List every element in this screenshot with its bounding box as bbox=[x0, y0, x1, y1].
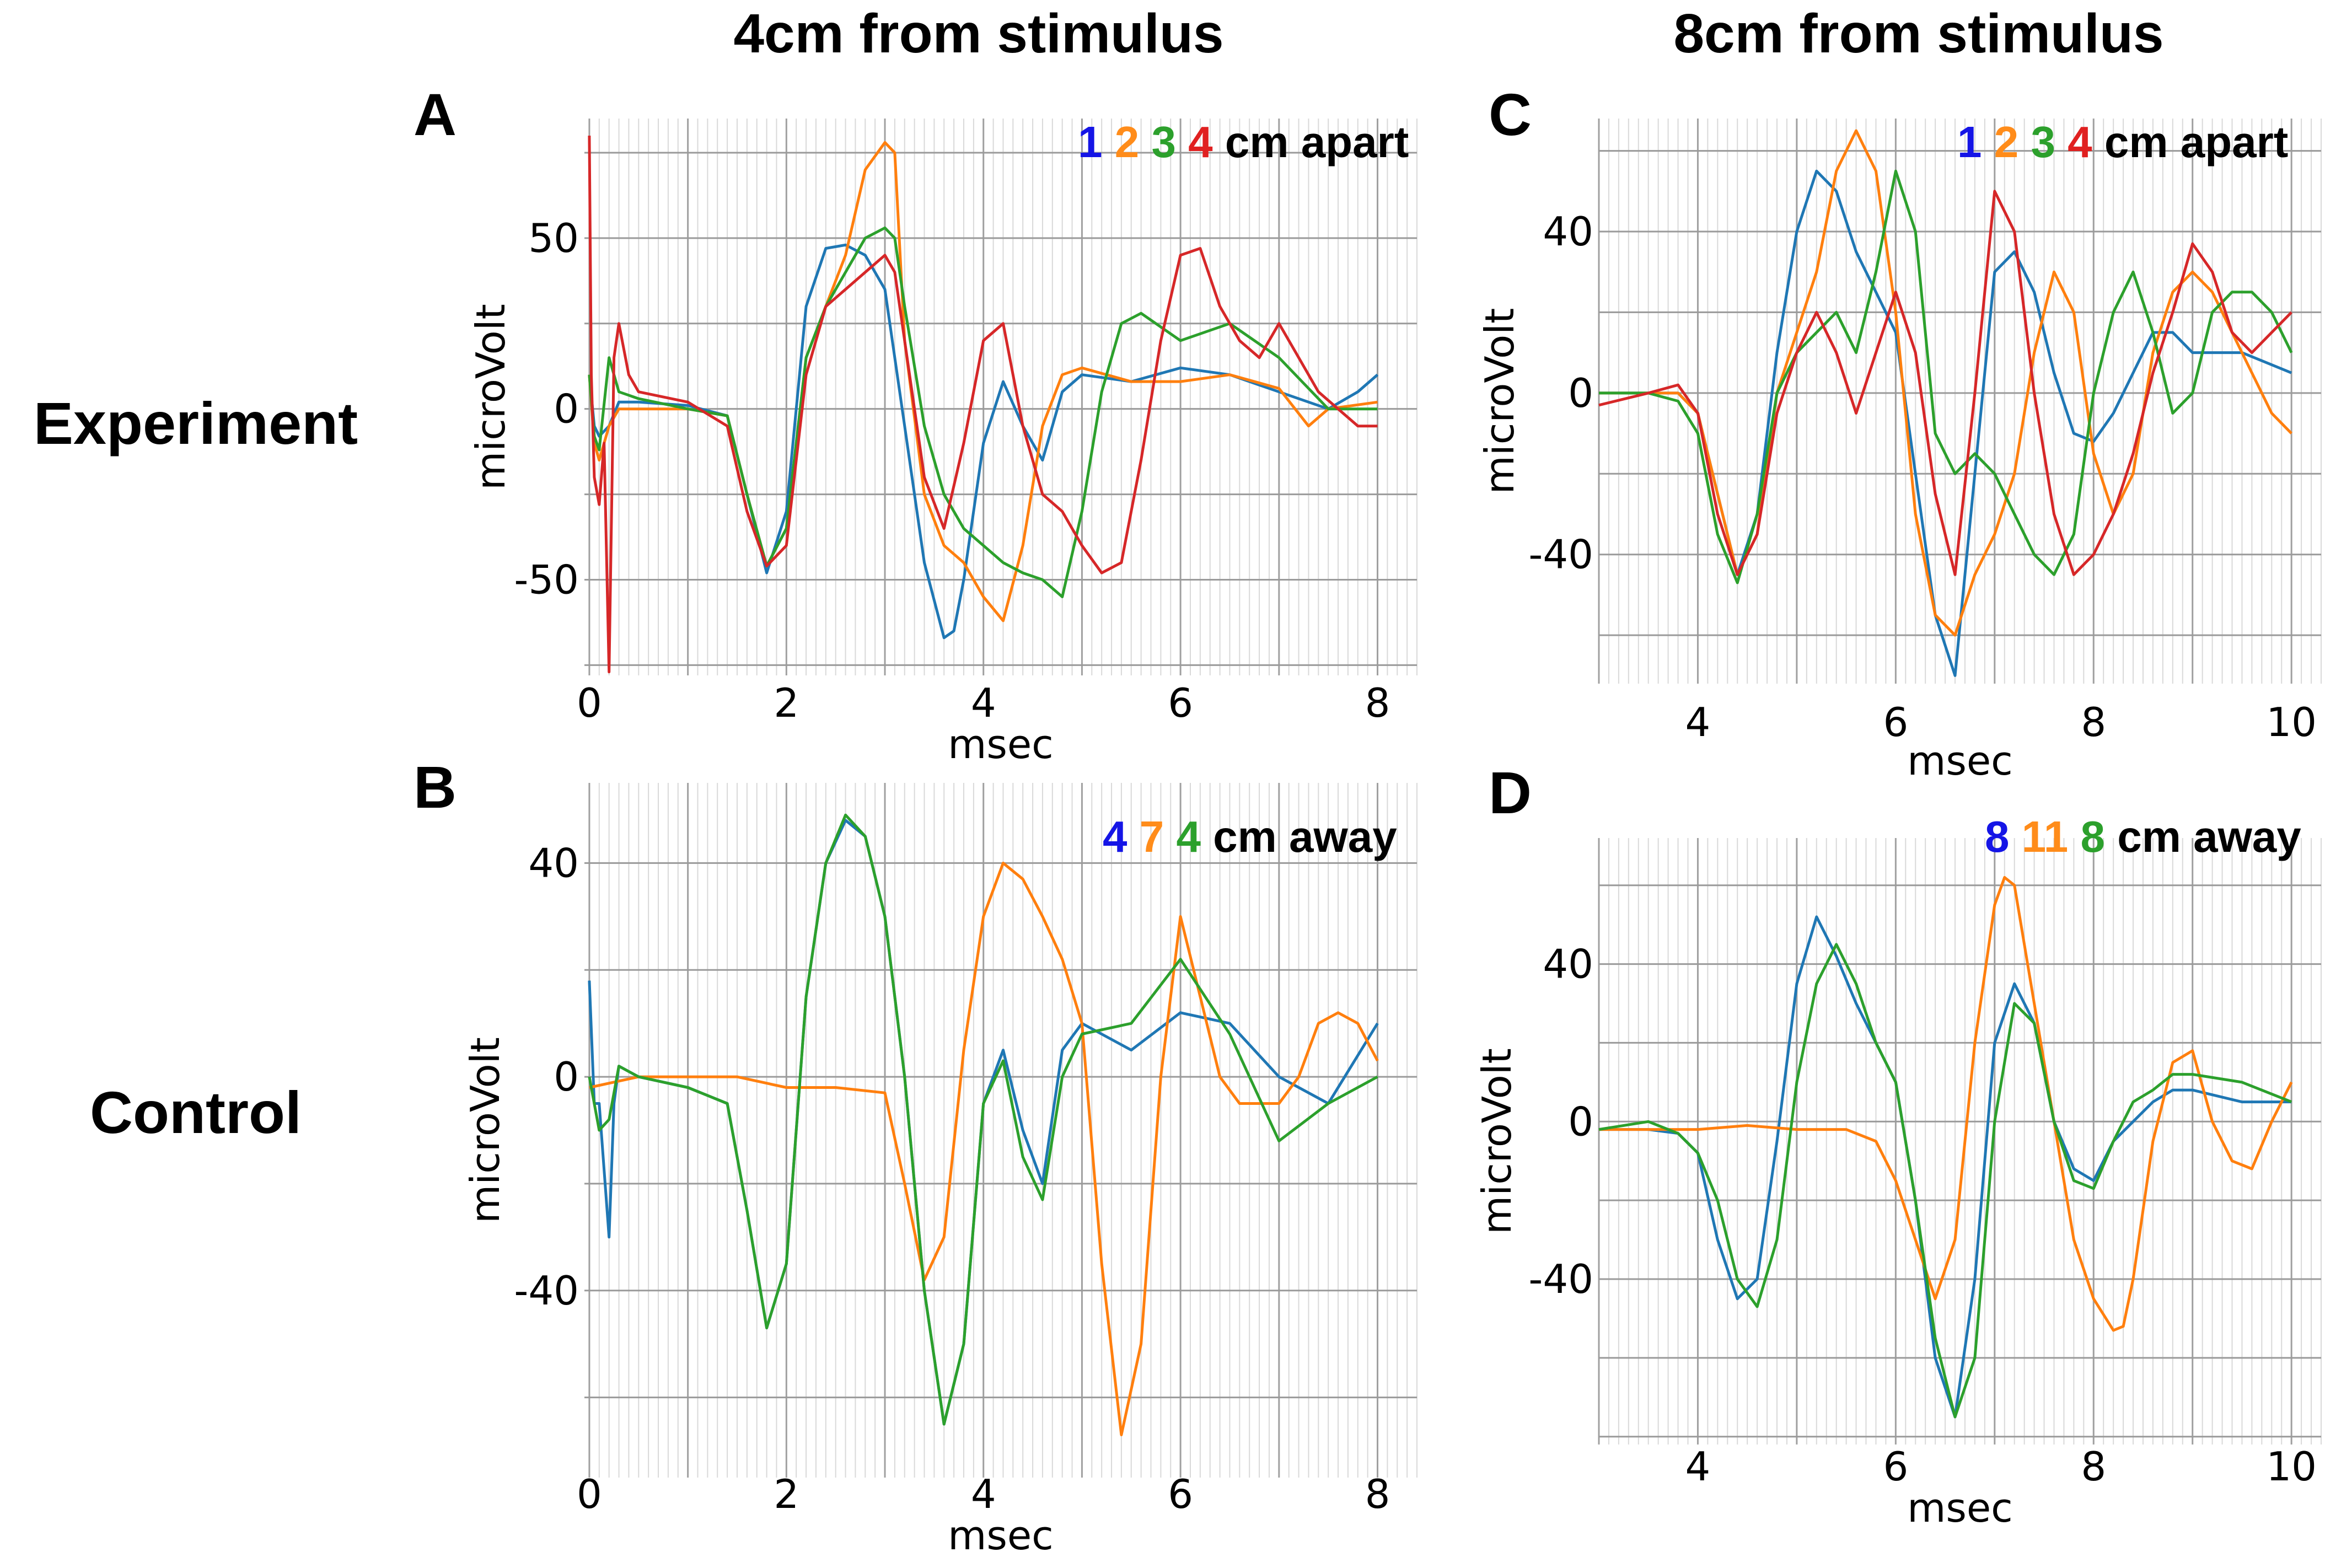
legend-number: 2 bbox=[1115, 117, 1152, 167]
panel-c: 4 6 8 10 -40 0 40 msec microVolt 1 2 3 4 cm apart bbox=[1476, 117, 2322, 784]
x-tick-label: 6 bbox=[1883, 1443, 1908, 1490]
y-tick-label: 50 bbox=[528, 215, 579, 261]
x-axis-label: msec bbox=[1907, 1485, 2013, 1531]
x-tick-label: 8 bbox=[1365, 1471, 1390, 1517]
x-tick-label: 6 bbox=[1168, 1471, 1193, 1517]
panel-letter-b: B bbox=[414, 754, 457, 820]
x-tick-label: 4 bbox=[971, 1471, 996, 1517]
series-line-green bbox=[1599, 169, 2293, 584]
y-tick-label: -50 bbox=[514, 557, 579, 603]
x-tick-label: 6 bbox=[1168, 680, 1193, 726]
y-tick-label: -40 bbox=[1528, 531, 1593, 578]
legend-number: 8 bbox=[2081, 812, 2118, 861]
series-line-blue bbox=[1599, 915, 2292, 1419]
y-axis-label: microVolt bbox=[1474, 1048, 1520, 1234]
y-tick-label: 40 bbox=[1543, 941, 1593, 987]
legend-number: 4 bbox=[2068, 117, 2104, 167]
legend-suffix: cm away bbox=[1213, 812, 1397, 861]
panel-b: 0 2 4 6 8 -40 0 40 msec microVolt 4 7 4 cm away bbox=[462, 783, 1417, 1559]
x-axis-label: msec bbox=[1907, 738, 2013, 784]
x-tick-label: 10 bbox=[2266, 699, 2317, 745]
series-line-orange bbox=[1599, 876, 2293, 1332]
legend-number: 4 bbox=[1103, 812, 1140, 861]
legend-number: 4 bbox=[1188, 117, 1225, 167]
x-tick-label: 8 bbox=[2081, 1443, 2106, 1490]
x-tick-label: 0 bbox=[577, 1471, 602, 1517]
series-line-green bbox=[588, 813, 1378, 1426]
y-tick-label: 0 bbox=[554, 1054, 579, 1100]
y-tick-label: 40 bbox=[1543, 208, 1593, 255]
row-label-control: Control bbox=[90, 1079, 302, 1146]
series-line-orange bbox=[589, 861, 1379, 1436]
y-tick-label: 0 bbox=[1568, 1098, 1593, 1145]
legend-number: 4 bbox=[1176, 812, 1213, 861]
x-axis-label: msec bbox=[948, 1512, 1054, 1559]
column-heading-4cm: 4cm from stimulus bbox=[733, 3, 1223, 65]
panel-letter-c: C bbox=[1489, 81, 1532, 148]
x-tick-label: 8 bbox=[2081, 699, 2106, 745]
column-heading-8cm: 8cm from stimulus bbox=[1673, 3, 2163, 65]
grid-d bbox=[1598, 838, 2322, 1445]
legend-number: 3 bbox=[1151, 117, 1188, 167]
series-line-red bbox=[588, 135, 1378, 674]
grid-c bbox=[1598, 119, 2322, 684]
x-tick-label: 6 bbox=[1883, 699, 1908, 745]
panel-letter-d: D bbox=[1489, 759, 1532, 826]
legend-number: 1 bbox=[1078, 117, 1115, 167]
panel-letter-a: A bbox=[414, 81, 457, 148]
legend-number: 1 bbox=[1957, 117, 1994, 167]
y-tick-label: 0 bbox=[1568, 370, 1593, 416]
y-tick-label: -40 bbox=[1528, 1256, 1593, 1302]
x-tick-label: 8 bbox=[1365, 680, 1390, 726]
x-tick-label: 10 bbox=[2266, 1443, 2317, 1490]
y-tick-label: -40 bbox=[514, 1268, 579, 1314]
series-line-orange bbox=[588, 141, 1378, 622]
x-tick-label: 4 bbox=[1685, 699, 1711, 745]
legend-number: 8 bbox=[1985, 812, 2022, 861]
legend-c: 1 2 3 4 cm apart bbox=[1957, 117, 2288, 167]
legend-d: 8 11 8 cm away bbox=[1985, 812, 2301, 861]
panel-d: 4 6 8 10 -40 0 40 msec microVolt 8 11 8 cm away bbox=[1474, 812, 2322, 1531]
row-label-experiment: Experiment bbox=[34, 390, 358, 457]
x-tick-label: 4 bbox=[1685, 1443, 1711, 1490]
x-axis-label: msec bbox=[948, 721, 1054, 767]
legend-number: 11 bbox=[2022, 812, 2081, 861]
legend-number: 7 bbox=[1140, 812, 1177, 861]
legend-suffix: cm away bbox=[2117, 812, 2301, 861]
legend-number: 3 bbox=[2031, 117, 2068, 167]
series-line-green bbox=[1598, 943, 2292, 1419]
x-tick-label: 2 bbox=[774, 680, 799, 726]
y-axis-label: microVolt bbox=[1476, 308, 1523, 495]
y-axis-label: microVolt bbox=[468, 304, 514, 490]
series-line-red bbox=[1598, 190, 2292, 576]
y-tick-label: 0 bbox=[554, 386, 579, 432]
legend-suffix: cm apart bbox=[1225, 117, 1409, 167]
legend-suffix: cm apart bbox=[2104, 117, 2288, 167]
series-line-green bbox=[588, 226, 1378, 598]
x-tick-label: 4 bbox=[971, 680, 996, 726]
x-tick-label: 0 bbox=[577, 680, 602, 726]
x-tick-label: 2 bbox=[774, 1471, 799, 1517]
y-tick-label: 40 bbox=[528, 840, 579, 886]
y-axis-label: microVolt bbox=[462, 1037, 508, 1223]
legend-number: 2 bbox=[1994, 117, 2031, 167]
legend-a: 1 2 3 4 cm apart bbox=[1078, 117, 1409, 167]
legend-b: 4 7 4 cm away bbox=[1103, 812, 1397, 861]
